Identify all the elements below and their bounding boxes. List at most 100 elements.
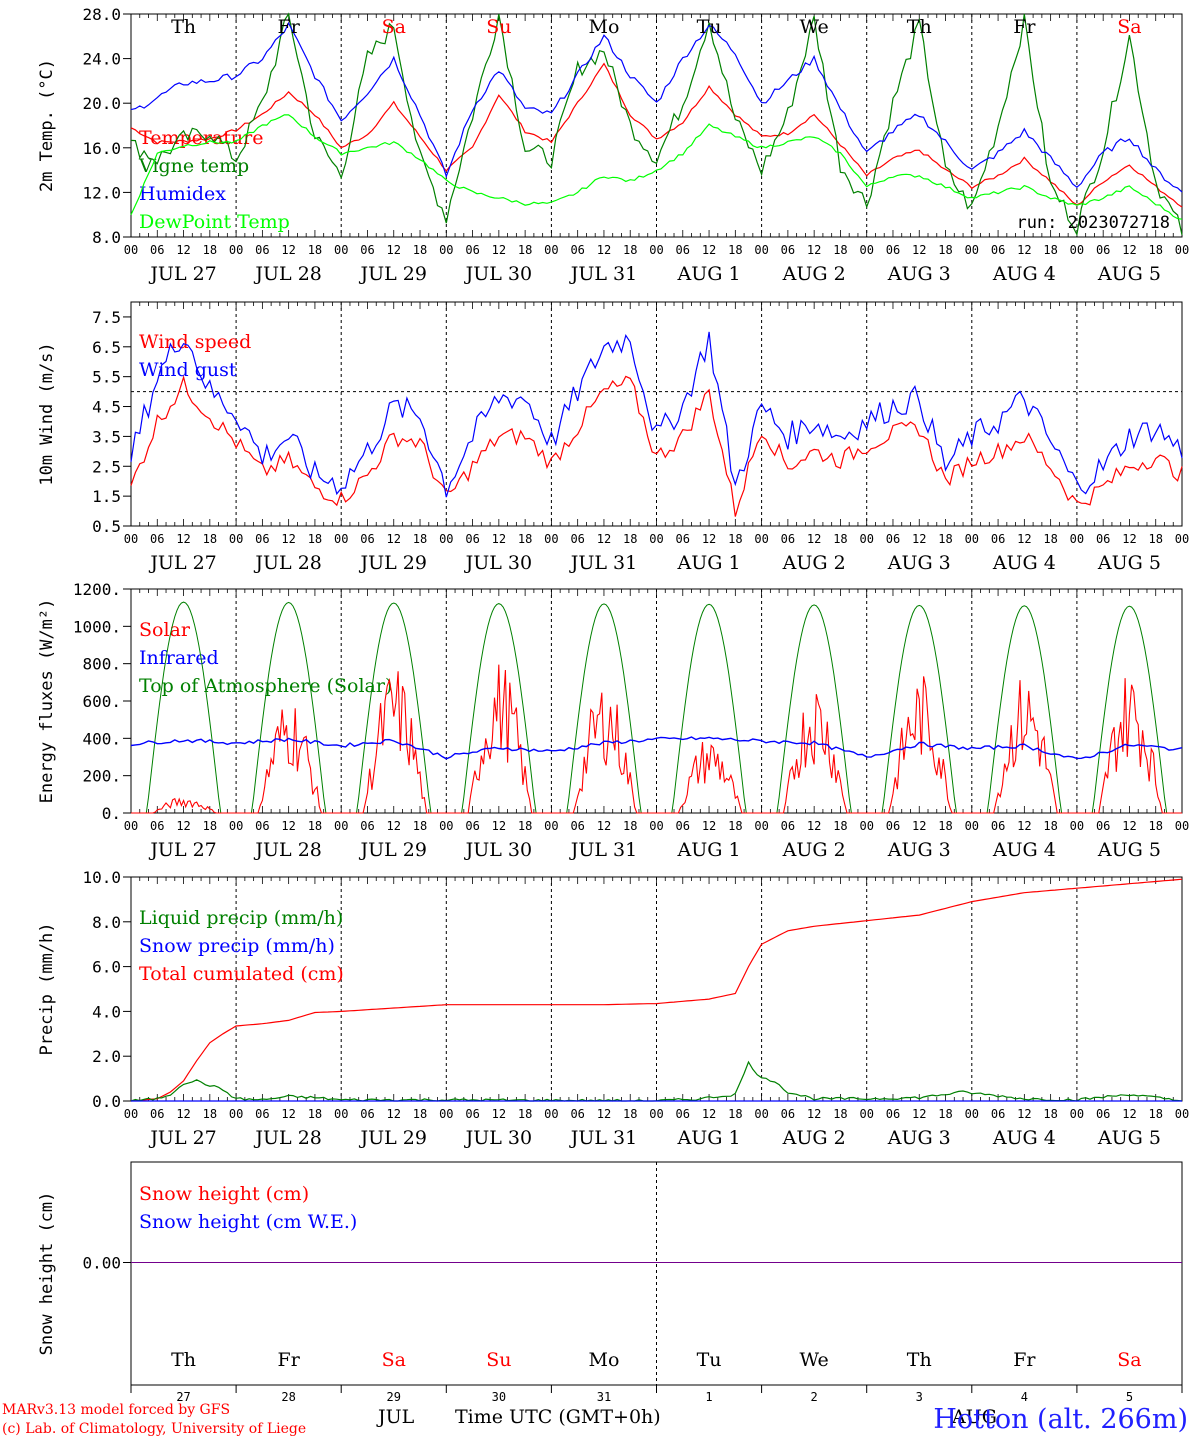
precip-xtick-label: 12 — [492, 1107, 506, 1121]
precip-ytick-label: 10.0 — [82, 868, 121, 887]
temperature-date-label: AUG 4 — [992, 263, 1056, 285]
precip-xtick-label: 00 — [649, 1107, 663, 1121]
wind-ytick-label: 4.5 — [92, 398, 121, 417]
precip-date-label: AUG 2 — [782, 1127, 846, 1149]
temperature-xtick-label: 12 — [807, 243, 821, 257]
energy-xtick-label: 06 — [150, 819, 164, 833]
bottom-day-number: 2 — [811, 1390, 818, 1404]
precip-xtick-label: 00 — [965, 1107, 979, 1121]
temperature-xtick-label: 00 — [649, 243, 663, 257]
energy-xtick-label: 00 — [649, 819, 663, 833]
wind-xtick-label: 12 — [1122, 532, 1136, 546]
energy-date-label: JUL 31 — [569, 839, 637, 861]
temperature-xtick-label: 00 — [1175, 243, 1189, 257]
precip-xtick-label: 00 — [124, 1107, 138, 1121]
temperature-weekday-label: Tu — [697, 16, 722, 38]
temperature-series-dewpoint-temp — [130, 114, 1183, 220]
temperature-legend-vigne-temp: Vigne temp — [138, 155, 249, 177]
precip-xtick-label: 06 — [150, 1107, 164, 1121]
precip-xtick-label: 18 — [413, 1107, 427, 1121]
precip-xtick-label: 12 — [912, 1107, 926, 1121]
snow-weekday-label: Th — [907, 1349, 932, 1371]
snow-legend-snow-height-cm-: Snow height (cm) — [139, 1183, 309, 1205]
precip-legend-liquid-precip-mm-h-: Liquid precip (mm/h) — [139, 907, 343, 929]
precip-xtick-label: 06 — [570, 1107, 584, 1121]
location-label: Hotton (alt. 266m) — [933, 1404, 1188, 1435]
wind-xtick-label: 00 — [439, 532, 453, 546]
precip-xtick-label: 06 — [991, 1107, 1005, 1121]
temperature-xtick-label: 00 — [334, 243, 348, 257]
precip-date-label: JUL 29 — [359, 1127, 427, 1149]
temperature-xtick-label: 18 — [518, 243, 532, 257]
wind-ylabel: 10m Wind (m/s) — [37, 342, 57, 485]
bottom-day-number: 27 — [176, 1390, 190, 1404]
wind-xtick-label: 12 — [807, 532, 821, 546]
temperature-xtick-label: 12 — [1017, 243, 1031, 257]
temperature-ytick-label: 16.0 — [82, 139, 121, 158]
temperature-xtick-label: 06 — [570, 243, 584, 257]
wind-xtick-label: 06 — [570, 532, 584, 546]
run-label: run: 2023072718 — [1016, 213, 1170, 233]
precip-ylabel: Precip (mm/h) — [37, 922, 57, 1055]
energy-xtick-label: 18 — [308, 819, 322, 833]
temperature-weekday-label: Th — [171, 16, 196, 38]
temperature-xtick-label: 12 — [1122, 243, 1136, 257]
snow-weekday-label: We — [800, 1349, 829, 1371]
wind-ytick-label: 1.5 — [92, 487, 121, 506]
wind-xtick-label: 00 — [965, 532, 979, 546]
wind-ytick-label: 2.5 — [92, 457, 121, 476]
credit-line-lab: (c) Lab. of Climatology, University of L… — [2, 1421, 306, 1437]
energy-date-label: JUL 30 — [464, 839, 532, 861]
temperature-xtick-label: 18 — [413, 243, 427, 257]
snow-weekday-label: Su — [486, 1349, 511, 1371]
energy-xtick-label: 06 — [465, 819, 479, 833]
energy-xtick-label: 18 — [938, 819, 952, 833]
energy-xtick-label: 06 — [570, 819, 584, 833]
wind-xtick-label: 18 — [1148, 532, 1162, 546]
wind-date-label: AUG 3 — [887, 552, 951, 574]
temperature-xtick-label: 00 — [544, 243, 558, 257]
temperature-date-label: AUG 2 — [782, 263, 846, 285]
temperature-date-label: JUL 30 — [464, 263, 532, 285]
temperature-xtick-label: 12 — [492, 243, 506, 257]
precip-xtick-label: 12 — [597, 1107, 611, 1121]
energy-date-label: AUG 2 — [782, 839, 846, 861]
temperature-series-temperature — [130, 62, 1183, 208]
temperature-weekday-label: We — [800, 16, 829, 38]
precip-xtick-label: 18 — [938, 1107, 952, 1121]
wind-xtick-label: 12 — [176, 532, 190, 546]
energy-xtick-label: 18 — [203, 819, 217, 833]
snow-legend-snow-height-cm-w-e-: Snow height (cm W.E.) — [139, 1211, 357, 1233]
bottom-day-number: 1 — [705, 1390, 712, 1404]
wind-xtick-label: 12 — [492, 532, 506, 546]
wind-xtick-label: 00 — [544, 532, 558, 546]
precip-date-label: JUL 28 — [253, 1127, 321, 1149]
wind-xtick-label: 06 — [1096, 532, 1110, 546]
energy-xtick-label: 12 — [387, 819, 401, 833]
temperature-xtick-label: 06 — [255, 243, 269, 257]
temperature-xtick-label: 12 — [702, 243, 716, 257]
temperature-xtick-label: 06 — [465, 243, 479, 257]
energy-xtick-label: 18 — [1043, 819, 1057, 833]
energy-panel: 0. 200. 400. 600. 800. 1000. 1200. Energy fluxe… — [37, 580, 1189, 861]
precip-date-label: AUG 5 — [1097, 1127, 1161, 1149]
precip-xtick-label: 00 — [859, 1107, 873, 1121]
temperature-legend-temperature: Temperature — [139, 127, 263, 149]
temperature-date-label: AUG 5 — [1097, 263, 1161, 285]
precip-xtick-label: 06 — [255, 1107, 269, 1121]
precip-xtick-label: 00 — [439, 1107, 453, 1121]
wind-xtick-label: 00 — [124, 532, 138, 546]
wind-xtick-label: 00 — [229, 532, 243, 546]
wind-xtick-label: 18 — [938, 532, 952, 546]
temperature-xtick-label: 18 — [728, 243, 742, 257]
precip-ytick-label: 0.0 — [92, 1092, 121, 1111]
precip-xtick-label: 18 — [308, 1107, 322, 1121]
energy-xtick-label: 12 — [702, 819, 716, 833]
energy-ytick-label: 400. — [82, 729, 121, 748]
energy-date-label: AUG 1 — [677, 839, 741, 861]
precip-xtick-label: 18 — [833, 1107, 847, 1121]
temperature-frame — [130, 13, 1183, 238]
precip-date-label: JUL 30 — [464, 1127, 532, 1149]
wind-xtick-label: 18 — [833, 532, 847, 546]
